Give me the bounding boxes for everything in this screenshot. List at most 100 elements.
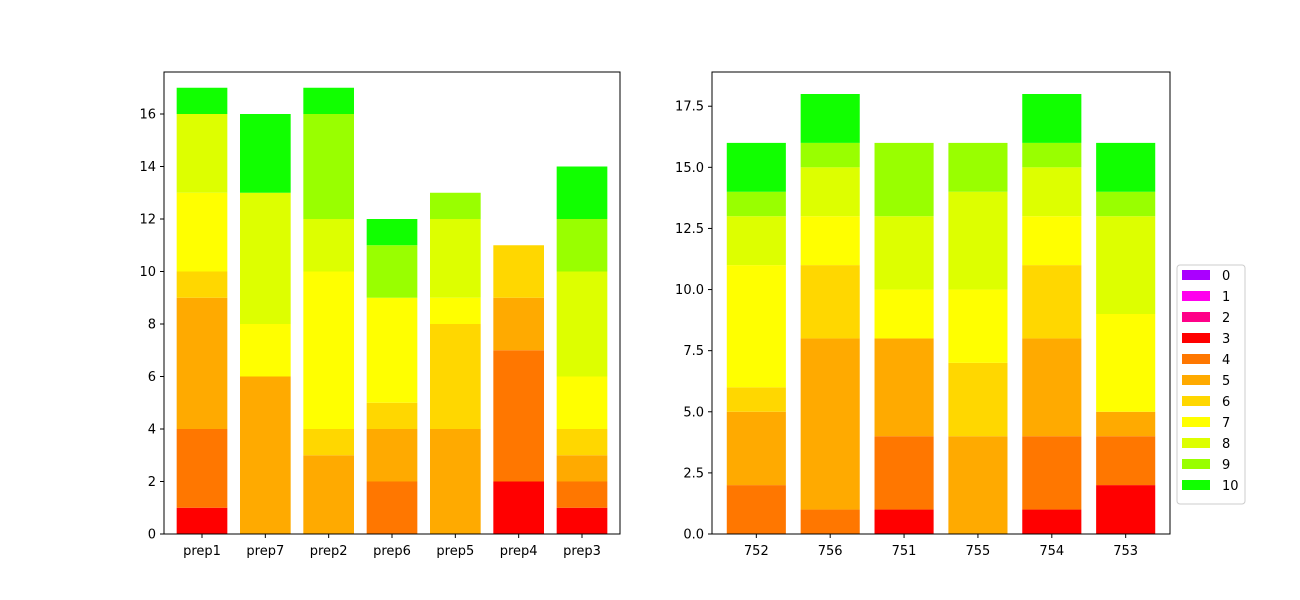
right-bar-754-series-7 — [1022, 216, 1082, 266]
left-bar-prep1-series-3 — [176, 507, 228, 534]
right-bar-754-series-3 — [1022, 509, 1082, 534]
right-bar-756-series-7 — [800, 216, 860, 266]
right-bar-754-series-8 — [1022, 167, 1082, 217]
legend-swatch-0 — [1182, 270, 1210, 280]
left-x-tick-label: prep7 — [246, 544, 284, 559]
left-bar-prep3-series-3 — [556, 507, 608, 534]
right-x-tick-label: 754 — [1039, 544, 1064, 559]
left-bar-prep5-series-6 — [430, 324, 481, 429]
left-bar-prep1-series-6 — [176, 271, 228, 298]
legend-label-4: 4 — [1222, 353, 1230, 368]
right-bar-755-series-7 — [948, 289, 1008, 363]
right-bar-753-series-8 — [1096, 216, 1156, 314]
right-bar-752-series-4 — [726, 485, 786, 534]
left-bar-prep3-series-5 — [556, 455, 608, 482]
left-bar-prep3-series-9 — [556, 219, 608, 272]
right-y-tick-label: 7.5 — [683, 344, 704, 359]
left-bar-prep1-series-10 — [176, 87, 228, 114]
left-bar-prep7-series-5 — [240, 376, 291, 534]
legend-swatch-5 — [1182, 375, 1210, 385]
legend-label-2: 2 — [1222, 311, 1230, 326]
right-bar-753-series-5 — [1096, 411, 1156, 437]
left-x-tick-label: prep2 — [310, 544, 348, 559]
legend-swatch-1 — [1182, 291, 1210, 301]
left-bar-prep2-series-10 — [303, 87, 354, 114]
legend-swatch-6 — [1182, 396, 1210, 406]
right-bar-753-series-9 — [1096, 191, 1156, 217]
left-y-tick-label: 4 — [148, 423, 156, 438]
right-bar-752-series-7 — [726, 265, 786, 388]
left-bar-prep4-series-4 — [493, 350, 544, 482]
right-bar-755-series-5 — [948, 436, 1008, 534]
left-bar-prep4-series-3 — [493, 481, 544, 534]
left-y-tick-label: 14 — [139, 160, 156, 175]
left-bar-prep5-series-7 — [430, 297, 481, 324]
legend-swatch-2 — [1182, 312, 1210, 322]
left-bar-prep5-series-9 — [430, 192, 481, 219]
right-x-tick-label: 753 — [1113, 544, 1138, 559]
left-bar-prep2-series-7 — [303, 271, 354, 429]
right-x-tick-label: 755 — [966, 544, 991, 559]
left-bar-prep3-series-6 — [556, 429, 608, 456]
left-y-tick-label: 6 — [148, 370, 156, 385]
right-y-tick-label: 10.0 — [675, 283, 704, 298]
legend: 0 1 2 3 4 5 6 7 8 9 10 — [1176, 264, 1246, 505]
right-bar-752-series-6 — [726, 387, 786, 412]
right-bar-756-series-8 — [800, 167, 860, 217]
left-y-tick-label: 2 — [148, 475, 156, 490]
left-bar-prep5-series-8 — [430, 219, 481, 298]
left-bar-prep2-series-6 — [303, 429, 354, 456]
left-x-tick-label: prep5 — [436, 544, 474, 559]
right-y-tick-label: 5.0 — [683, 405, 704, 420]
right-bar-756-series-9 — [800, 142, 860, 168]
right-bar-755-series-6 — [948, 362, 1008, 437]
legend-label-8: 8 — [1222, 437, 1230, 452]
right-bar-752-series-9 — [726, 191, 786, 217]
left-bar-prep6-series-6 — [366, 402, 418, 429]
left-bar-prep6-series-10 — [366, 219, 418, 246]
right-bar-751-series-3 — [874, 509, 934, 534]
left-bar-prep2-series-9 — [303, 114, 354, 219]
right-bar-752-series-10 — [726, 142, 786, 192]
left-bar-prep3-series-10 — [556, 166, 608, 219]
left-x-tick-label: prep4 — [500, 544, 538, 559]
legend-swatch-10 — [1182, 480, 1210, 490]
legend-swatch-9 — [1182, 459, 1210, 469]
legend-label-5: 5 — [1222, 374, 1230, 389]
left-bar-prep2-series-5 — [303, 455, 354, 534]
right-bar-756-series-6 — [800, 265, 860, 339]
right-bar-754-series-4 — [1022, 436, 1082, 510]
left-bar-prep1-series-5 — [176, 297, 228, 429]
left-bar-prep3-series-7 — [556, 376, 608, 429]
right-bar-752-series-5 — [726, 411, 786, 486]
right-bar-751-series-4 — [874, 436, 934, 510]
legend-swatch-7 — [1182, 417, 1210, 427]
right-y-tick-label: 15.0 — [675, 161, 704, 176]
right-x-tick-label: 756 — [818, 544, 843, 559]
right-y-tick-label: 2.5 — [683, 466, 704, 481]
legend-label-7: 7 — [1222, 416, 1230, 431]
legend-label-0: 0 — [1222, 269, 1230, 284]
left-bar-prep2-series-8 — [303, 219, 354, 272]
left-y-tick-label: 0 — [148, 528, 156, 543]
left-bar-prep1-series-4 — [176, 429, 228, 508]
right-bar-751-series-9 — [874, 142, 934, 217]
left-x-tick-label: prep1 — [183, 544, 221, 559]
right-bar-755-series-8 — [948, 191, 1008, 290]
left-bar-prep6-series-7 — [366, 297, 418, 403]
right-y-tick-label: 12.5 — [675, 222, 704, 237]
right-bar-754-series-10 — [1022, 94, 1082, 143]
left-bar-prep1-series-7 — [176, 192, 228, 272]
right-x-tick-label: 752 — [744, 544, 769, 559]
left-bar-prep7-series-8 — [240, 192, 291, 324]
left-bar-prep4-series-5 — [493, 297, 544, 351]
right-x-tick-label: 751 — [892, 544, 917, 559]
legend-label-6: 6 — [1222, 395, 1230, 410]
left-y-tick-label: 16 — [139, 108, 156, 123]
right-bar-754-series-5 — [1022, 338, 1082, 437]
left-bar-prep3-series-4 — [556, 481, 608, 508]
right-y-tick-label: 17.5 — [675, 100, 704, 115]
right-bar-751-series-5 — [874, 338, 934, 437]
legend-swatch-4 — [1182, 354, 1210, 364]
left-bar-prep3-series-8 — [556, 271, 608, 377]
